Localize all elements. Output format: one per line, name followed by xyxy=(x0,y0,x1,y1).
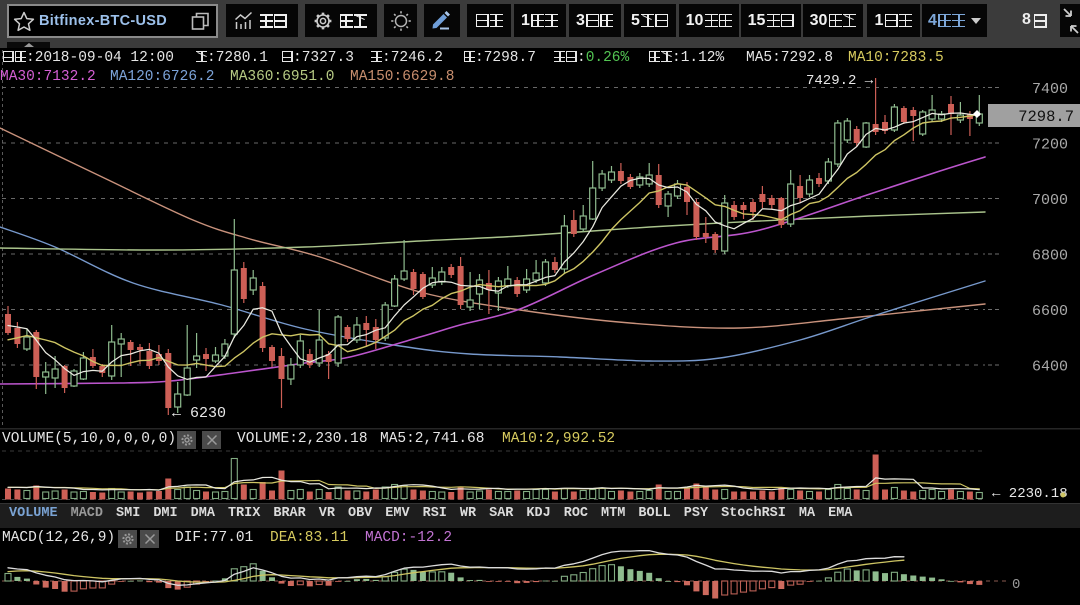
svg-text:← 6230: ← 6230 xyxy=(172,405,226,422)
svg-text:7298.7: 7298.7 xyxy=(1018,108,1074,126)
svg-text:0: 0 xyxy=(1012,577,1020,593)
svg-text:7429.2 →: 7429.2 → xyxy=(806,73,874,89)
svg-text:7000: 7000 xyxy=(1032,192,1068,209)
svg-text:7400: 7400 xyxy=(1032,81,1068,98)
svg-text:6400: 6400 xyxy=(1032,359,1068,376)
svg-text:6800: 6800 xyxy=(1032,248,1068,265)
svg-text:← 2230.18: ← 2230.18 xyxy=(992,486,1068,502)
svg-text:7200: 7200 xyxy=(1032,137,1068,154)
svg-text:6600: 6600 xyxy=(1032,303,1068,320)
